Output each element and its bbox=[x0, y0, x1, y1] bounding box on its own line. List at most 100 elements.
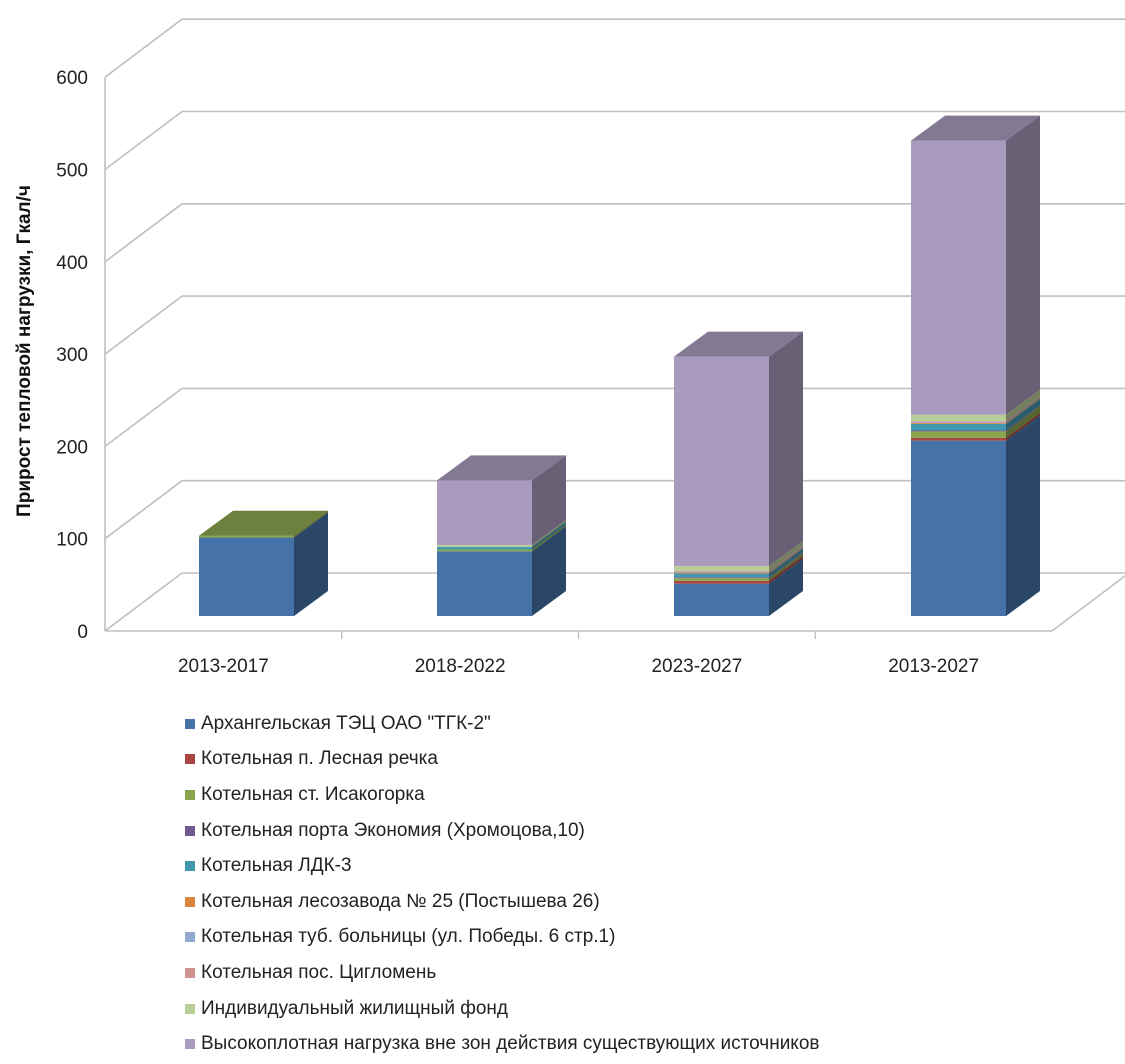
bar-segment bbox=[911, 140, 1006, 415]
grid-diagonal bbox=[104, 18, 183, 78]
chart: 0 100 200 300 400 500 600 Прирост тепловой нагр… bbox=[14, 18, 1125, 677]
bar-segment-side bbox=[1006, 412, 1040, 441]
bar-segment bbox=[911, 431, 1006, 438]
legend-label: Котельная п. Лесная речка bbox=[201, 748, 438, 770]
bar-top bbox=[437, 455, 566, 481]
bar-segment-side bbox=[532, 524, 566, 552]
bar-segment-side bbox=[294, 512, 328, 616]
bar-segment bbox=[437, 551, 532, 616]
bar-segment bbox=[674, 573, 769, 578]
y-tick-label: 0 bbox=[77, 622, 88, 643]
legend-swatch bbox=[185, 967, 195, 978]
bar-segment bbox=[199, 535, 294, 538]
legend-swatch bbox=[185, 718, 195, 729]
legend-item: Котельная порта Экономия (Хромоцова,10) bbox=[185, 813, 1105, 849]
bar-segment-side bbox=[1006, 398, 1040, 425]
x-tick-label: 2013-2017 bbox=[178, 656, 269, 677]
grid-diagonal bbox=[104, 295, 183, 355]
legend-label: Котельная порта Экономия (Хромоцова,10) bbox=[201, 819, 585, 841]
legend-label: Котельная ст. Исакогорка bbox=[201, 783, 425, 805]
y-tick-label: 600 bbox=[56, 68, 88, 89]
grid-diagonal bbox=[104, 110, 183, 171]
legend-label: Высокоплотная нагрузка вне зон действия … bbox=[201, 1033, 820, 1055]
y-axis-title: Прирост тепловой нагрузки, Гкал/ч bbox=[14, 185, 35, 517]
bar-segment bbox=[911, 421, 1006, 423]
grid-diagonal bbox=[104, 572, 183, 632]
bar-segment-side bbox=[532, 521, 566, 550]
grid-diagonal bbox=[104, 387, 183, 448]
bar-segment-side bbox=[769, 552, 803, 579]
bar-segment bbox=[911, 414, 1006, 422]
y-tick-label: 500 bbox=[56, 161, 88, 182]
bar-segment-side bbox=[1006, 406, 1040, 438]
legend-swatch bbox=[185, 861, 195, 872]
legend-item: Котельная ст. Исакогорка bbox=[185, 777, 1105, 813]
bar-segment bbox=[437, 544, 532, 547]
floor-right-edge bbox=[1051, 575, 1125, 632]
bar-segment-side bbox=[532, 519, 566, 547]
legend-label: Индивидуальный жилищный фонд bbox=[201, 997, 508, 1019]
bar-segment bbox=[674, 571, 769, 573]
bar-segment bbox=[911, 437, 1006, 441]
bar-segment-side bbox=[769, 548, 803, 578]
bar-segment bbox=[674, 583, 769, 616]
bar-segment bbox=[674, 577, 769, 579]
chart-svg: 0 100 200 300 400 500 600 Прирост тепловой нагр… bbox=[14, 18, 1125, 677]
bar-segment bbox=[911, 422, 1006, 424]
x-tick-label: 2018-2022 bbox=[415, 656, 506, 677]
legend-label: Котельная пос. Цигломень bbox=[201, 961, 437, 983]
bar-segment bbox=[674, 578, 769, 581]
legend-label: Котельная туб. больницы (ул. Победы. 6 с… bbox=[201, 926, 616, 948]
bar-segment-side bbox=[294, 510, 328, 538]
legend: Архангельская ТЭЦ ОАО "ТГК-2" Котельная п… bbox=[185, 706, 1105, 1062]
legend-swatch bbox=[185, 1003, 195, 1014]
bar-segment-side bbox=[1006, 405, 1040, 432]
y-tick-label: 200 bbox=[56, 437, 88, 458]
bar-segment bbox=[674, 570, 769, 572]
bar-segment-side bbox=[769, 331, 803, 567]
bar-segment-side bbox=[769, 541, 803, 571]
legend-label: Архангельская ТЭЦ ОАО "ТГК-2" bbox=[201, 712, 491, 734]
y-tick-label: 300 bbox=[56, 345, 88, 366]
bar-segment-side bbox=[532, 526, 566, 616]
bar-segment bbox=[674, 566, 769, 571]
bar-segment-side bbox=[532, 455, 566, 545]
bar-segment-side bbox=[769, 555, 803, 584]
bar-segment bbox=[199, 537, 294, 616]
bar-segment-side bbox=[769, 546, 803, 573]
bar-segment-side bbox=[1006, 389, 1040, 422]
legend-item: Котельная пос. Цигломень bbox=[185, 955, 1105, 991]
legend-swatch bbox=[185, 754, 195, 765]
bar-segment-side bbox=[769, 547, 803, 574]
legend-swatch bbox=[185, 1039, 195, 1050]
bar-segment bbox=[674, 572, 769, 574]
legend-swatch bbox=[185, 896, 195, 907]
legend-item: Индивидуальный жилищный фонд bbox=[185, 991, 1105, 1027]
legend-swatch bbox=[185, 932, 195, 943]
bar-segment bbox=[911, 424, 1006, 431]
bar-segment-side bbox=[1006, 415, 1040, 616]
legend-item: Архангельская ТЭЦ ОАО "ТГК-2" bbox=[185, 706, 1105, 742]
bar-segment-side bbox=[769, 545, 803, 572]
legend-swatch bbox=[185, 825, 195, 836]
bar-segment bbox=[437, 480, 532, 545]
legend-item: Котельная п. Лесная речка bbox=[185, 742, 1105, 778]
legend-label: Котельная лесозавода № 25 (Постышева 26) bbox=[201, 890, 600, 912]
legend-item: Высокоплотная нагрузка вне зон действия … bbox=[185, 1026, 1105, 1062]
bar-segment-side bbox=[1006, 397, 1040, 424]
legend-label: Котельная ЛДК-3 bbox=[201, 855, 352, 877]
bar-segment bbox=[674, 580, 769, 584]
bar-segment-side bbox=[1006, 396, 1040, 423]
bar-top bbox=[674, 331, 803, 357]
legend-swatch bbox=[185, 789, 195, 800]
bar-segment bbox=[437, 546, 532, 550]
bar-segment bbox=[911, 430, 1006, 432]
bar-segment-side bbox=[1006, 399, 1040, 431]
grid-diagonal bbox=[104, 480, 183, 540]
legend-item: Котельная туб. больницы (ул. Победы. 6 с… bbox=[185, 920, 1105, 956]
bar-top bbox=[199, 510, 328, 536]
grid-diagonal bbox=[104, 203, 183, 263]
bar-segment-side bbox=[769, 558, 803, 616]
bar-segment bbox=[911, 423, 1006, 425]
bar-segment bbox=[437, 549, 532, 552]
